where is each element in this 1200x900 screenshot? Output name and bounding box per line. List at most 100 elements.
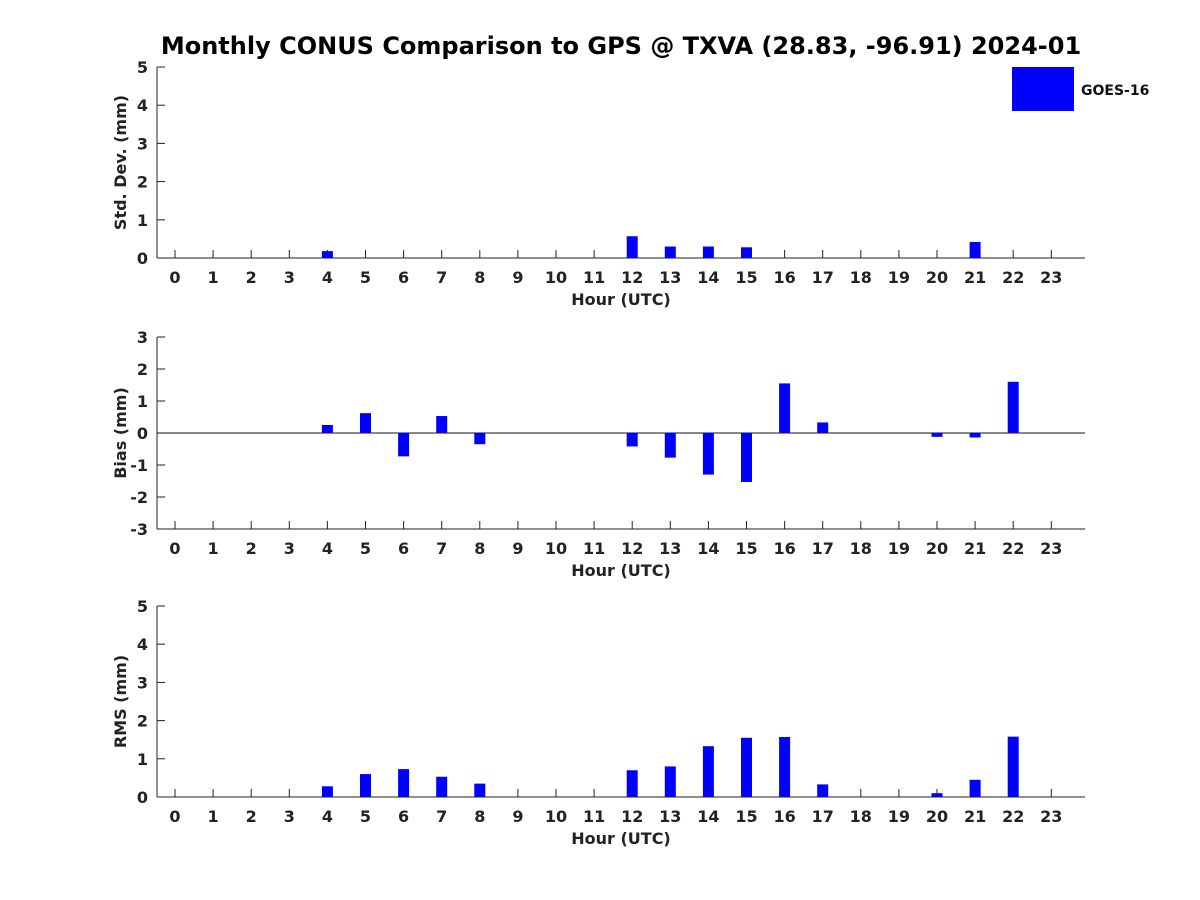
rms-x-tick-label: 16 [773,807,795,826]
bias-x-tick-label: 3 [284,539,295,558]
rms-x-tick-label: 2 [246,807,257,826]
rms-x-tick-label: 8 [474,807,485,826]
std-dev-bar-hour-12 [626,236,638,258]
std-dev-x-tick-label: 17 [812,268,834,287]
rms-x-tick-label: 4 [322,807,333,826]
bias-x-tick-label: 18 [850,539,872,558]
std-dev-y-tick-label: 0 [137,249,148,268]
std-dev-x-tick-label: 4 [322,268,333,287]
bias-x-tick-label: 22 [1002,539,1024,558]
rms-x-axis-label: Hour (UTC) [571,829,671,848]
bias-bar-hour-17 [817,422,829,433]
rms-bar-hour-22 [1007,736,1019,797]
bias-x-tick-label: 12 [621,539,643,558]
bias-x-tick-label: 10 [545,539,567,558]
std-dev-y-axis-label: Std. Dev. (mm) [111,95,130,230]
bias-x-tick-label: 14 [697,539,719,558]
bias-bar-hour-6 [398,433,410,457]
std-dev-x-tick-label: 15 [735,268,757,287]
rms-bar-hour-6 [398,769,410,797]
rms-bar-hour-5 [360,774,371,797]
bias-y-tick-label: -1 [130,456,148,475]
rms-y-tick-label: 4 [137,635,148,654]
rms-x-tick-label: 10 [545,807,567,826]
std-dev-x-tick-label: 6 [398,268,409,287]
chart-title: Monthly CONUS Comparison to GPS @ TXVA (… [161,32,1081,60]
bias-y-tick-label: 3 [137,328,148,347]
rms-bar-hour-20 [931,793,943,797]
std-dev-x-tick-label: 10 [545,268,567,287]
rms-x-tick-label: 7 [436,807,447,826]
std-dev-x-tick-label: 3 [284,268,295,287]
rms-x-tick-label: 14 [697,807,719,826]
bias-x-tick-label: 6 [398,539,409,558]
rms-bar-hour-8 [474,783,486,797]
std-dev-y-tick-label: 1 [137,211,148,230]
bias-bar-hour-21 [969,433,981,438]
std-dev-x-tick-label: 19 [888,268,910,287]
rms-y-tick-label: 3 [137,673,148,692]
std-dev-x-tick-label: 16 [773,268,795,287]
bias-bar-hour-12 [626,433,638,447]
bias-x-axis-label: Hour (UTC) [571,561,671,580]
rms-bar-hour-21 [969,779,981,797]
rms-x-tick-label: 22 [1002,807,1024,826]
bias-x-tick-label: 4 [322,539,333,558]
std-dev-x-tick-label: 1 [208,268,219,287]
bias-bar-hour-14 [702,433,714,475]
bias-x-tick-label: 20 [926,539,948,558]
rms-bar-hour-13 [664,766,676,797]
rms-bar-hour-7 [436,776,448,797]
bias-x-tick-label: 8 [474,539,485,558]
std-dev-x-tick-label: 18 [850,268,872,287]
bias-x-tick-label: 23 [1040,539,1062,558]
rms-bar-hour-15 [741,737,752,797]
bias-bar-hour-5 [360,413,371,433]
rms-x-tick-label: 13 [659,807,681,826]
rms-x-tick-label: 6 [398,807,409,826]
rms-x-tick-label: 18 [850,807,872,826]
bias-x-tick-label: 15 [735,539,757,558]
bias-bar-hour-4 [321,425,333,433]
bias-x-tick-label: 7 [436,539,447,558]
bias-bar-hour-15 [741,433,752,482]
std-dev-x-tick-label: 0 [169,268,180,287]
legend: GOES-16 [1012,67,1149,111]
std-dev-x-tick-label: 12 [621,268,643,287]
bias-y-tick-label: -3 [130,520,148,539]
std-dev-x-tick-label: 9 [512,268,523,287]
rms-bar-hour-16 [779,737,791,797]
rms-x-tick-label: 0 [169,807,180,826]
rms-x-tick-label: 21 [964,807,986,826]
std-dev-x-tick-label: 7 [436,268,447,287]
bias-bar-hour-13 [664,433,676,458]
rms-bar-hour-17 [817,784,829,797]
rms-x-tick-label: 19 [888,807,910,826]
rms-y-tick-label: 2 [137,712,148,731]
std-dev-bar-hour-4 [321,251,333,258]
rms-y-tick-label: 1 [137,750,148,769]
rms-x-tick-label: 11 [583,807,605,826]
bias-bar-hour-16 [779,383,791,433]
rms-x-tick-label: 5 [360,807,371,826]
std-dev-x-tick-label: 13 [659,268,681,287]
std-dev-x-tick-label: 23 [1040,268,1062,287]
rms-y-tick-label: 5 [137,597,148,616]
bias-x-tick-label: 5 [360,539,371,558]
std-dev-x-tick-label: 2 [246,268,257,287]
rms-x-tick-label: 23 [1040,807,1062,826]
bias-x-tick-label: 21 [964,539,986,558]
bias-x-tick-label: 9 [512,539,523,558]
bias-x-tick-label: 11 [583,539,605,558]
rms-x-tick-label: 1 [208,807,219,826]
rms-x-tick-label: 12 [621,807,643,826]
std-dev-y-tick-label: 3 [137,134,148,153]
bias-x-tick-label: 17 [812,539,834,558]
bias-y-tick-label: 0 [137,424,148,443]
bias-y-tick-label: -2 [130,488,148,507]
rms-bar-hour-12 [626,770,638,797]
rms-y-tick-label: 0 [137,788,148,807]
